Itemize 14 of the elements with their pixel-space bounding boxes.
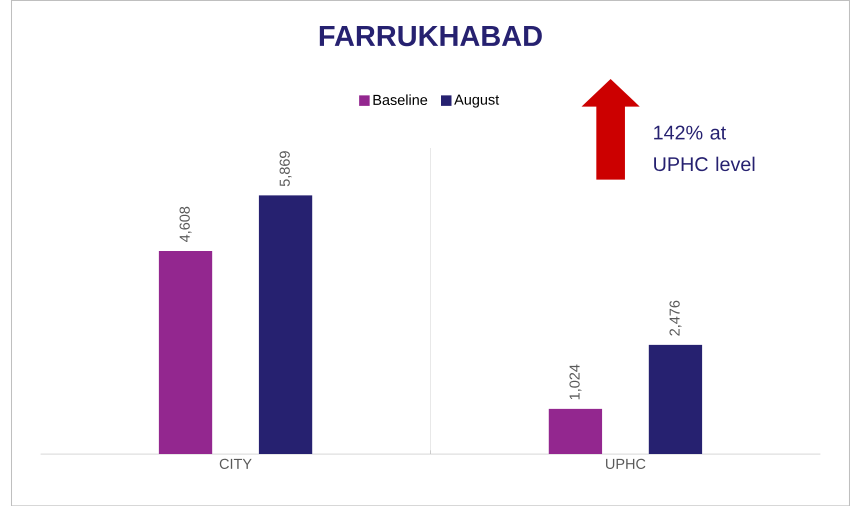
x-tick-label: CITY	[220, 458, 252, 469]
data-label: 5,869	[280, 151, 292, 186]
data-label: 4,608	[180, 206, 192, 242]
chart-title: FARRUKHABAD	[320, 26, 542, 46]
bar	[548, 408, 602, 454]
bar	[158, 250, 212, 454]
data-label: 1,024	[569, 364, 582, 400]
bar	[648, 344, 702, 454]
x-tick-label: UPHC	[606, 458, 646, 469]
bar	[258, 195, 312, 454]
text: 142% at UPHC level	[654, 125, 754, 171]
legend-label: August	[454, 94, 500, 108]
data-label: 2,476	[669, 300, 682, 336]
legend-label: Baseline	[373, 94, 428, 105]
